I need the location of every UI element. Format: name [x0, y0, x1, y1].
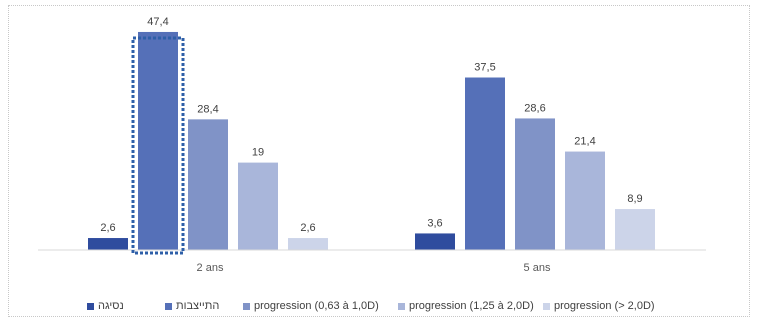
- bar-1-series-2: [138, 31, 178, 251]
- data-label-1-series-4: 19: [252, 147, 264, 159]
- legend-label-3: progression (0,63 à 1,0D): [254, 300, 379, 312]
- data-label-1-series-1: 2,6: [100, 222, 115, 234]
- chart-frame: [8, 5, 750, 317]
- data-label-1-series-2: 47,4: [147, 16, 168, 28]
- highlight-box: [131, 36, 185, 255]
- bar-1-series-3: [188, 119, 228, 250]
- bar-1-series-1: [88, 238, 128, 250]
- bar-2-series-2: [465, 77, 505, 250]
- legend-item-3: progression (0,63 à 1,0D): [243, 296, 379, 316]
- bar-2-series-1: [415, 233, 455, 250]
- data-label-1-series-5: 2,6: [300, 222, 315, 234]
- legend-item-1: נסיגה: [87, 296, 124, 316]
- bar-1-series-4: [238, 162, 278, 250]
- x-tick-label-2: 5 ans: [524, 262, 551, 274]
- legend-swatch-4: [398, 302, 405, 310]
- bar-2-series-3: [515, 118, 555, 250]
- legend-item-2: התייצבות: [165, 296, 219, 316]
- legend-swatch-5: [543, 302, 550, 310]
- legend-label-4: progression (1,25 à 2,0D): [409, 300, 534, 312]
- data-label-1-series-3: 28,4: [197, 103, 218, 115]
- data-label-2-series-3: 28,6: [524, 102, 545, 114]
- data-label-2-series-4: 21,4: [574, 136, 595, 148]
- data-label-2-series-1: 3,6: [427, 217, 442, 229]
- legend-label-2: התייצבות: [176, 300, 220, 312]
- legend-swatch-1: [87, 302, 94, 310]
- legend-label-5: progression (> 2,0D): [554, 300, 655, 312]
- bar-2-series-4: [565, 151, 605, 250]
- legend-item-4: progression (1,25 à 2,0D): [398, 296, 534, 316]
- legend: נסיגה התייצבות progression (0,63 à 1,0D) pr…: [0, 296, 760, 316]
- legend-label-1: נסיגה: [98, 300, 124, 312]
- legend-swatch-2: [165, 302, 172, 310]
- bar-2-series-5: [615, 209, 655, 250]
- x-tick-label-1: 2 ans: [197, 262, 224, 274]
- legend-item-5: progression (> 2,0D): [543, 296, 655, 316]
- bar-1-series-5: [288, 238, 328, 250]
- data-label-2-series-2: 37,5: [474, 62, 495, 74]
- data-label-2-series-5: 8,9: [627, 193, 642, 205]
- legend-swatch-3: [243, 302, 250, 310]
